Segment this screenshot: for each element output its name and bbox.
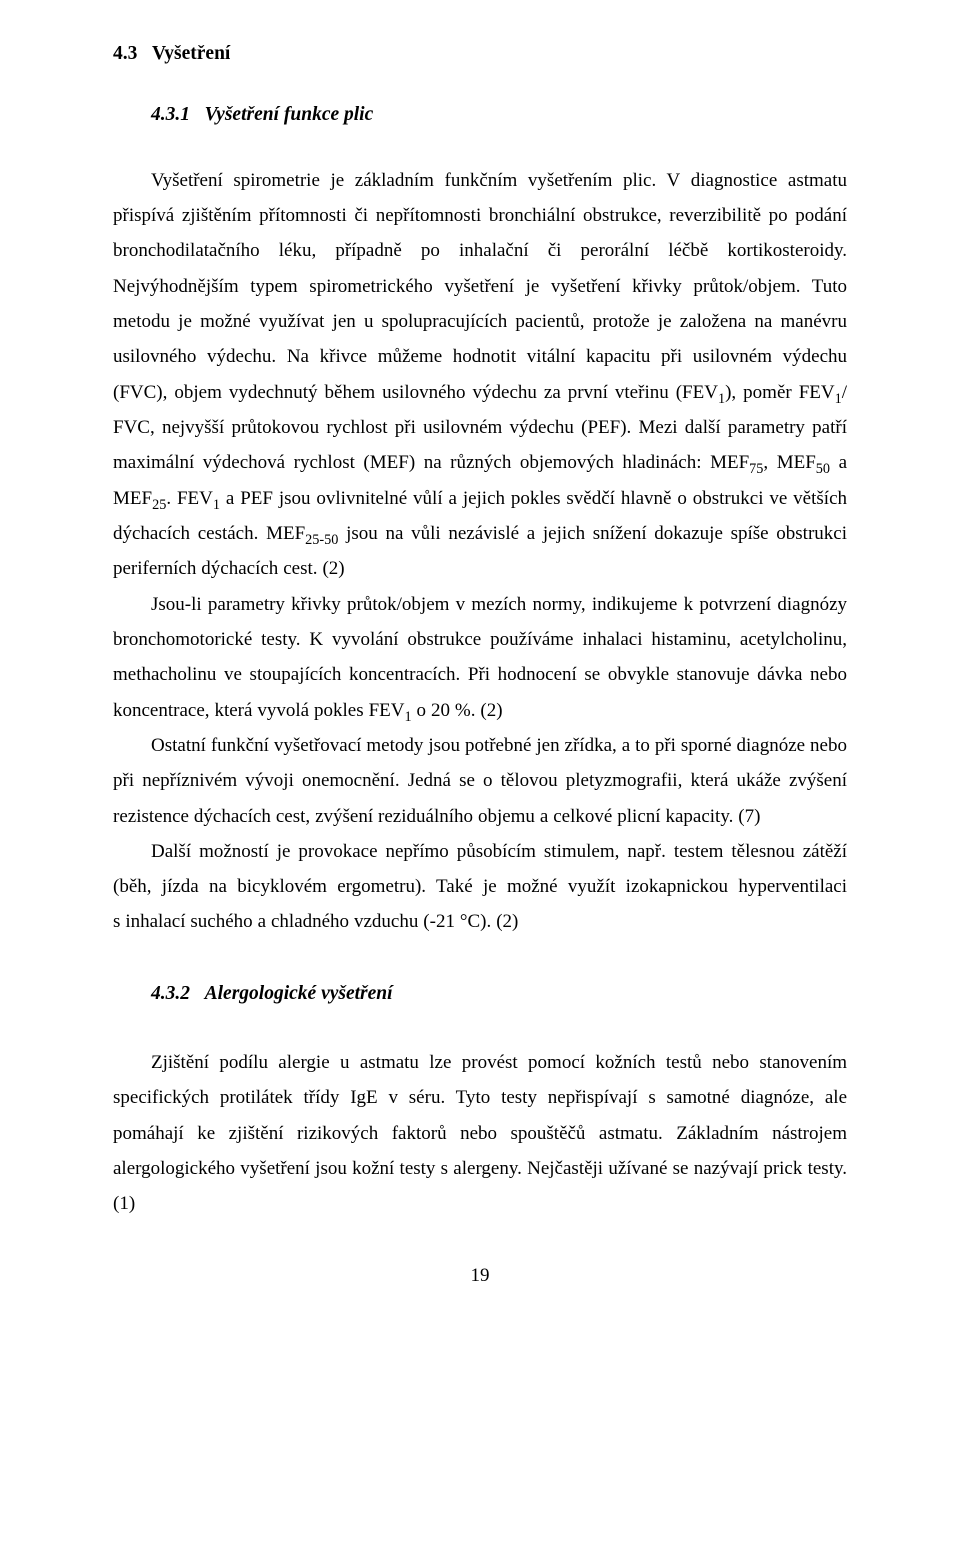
body-paragraph: Vyšetření spirometrie je základním funkč… bbox=[113, 163, 847, 587]
subsection-heading: 4.3.1 Vyšetření funkce plic bbox=[113, 101, 847, 128]
body-paragraph: Zjištění podílu alergie u astmatu lze pr… bbox=[113, 1045, 847, 1222]
subsection-number: 4.3.1 bbox=[151, 104, 190, 125]
subsection-number: 4.3.2 bbox=[151, 983, 190, 1004]
section-heading: 4.3 Vyšetření bbox=[113, 40, 847, 67]
body-paragraph: Jsou-li parametry křivky průtok/objem v … bbox=[113, 587, 847, 728]
subsection-title: Alergologické vyšetření bbox=[205, 983, 393, 1004]
subsection-heading: 4.3.2 Alergologické vyšetření bbox=[113, 980, 847, 1007]
page-number: 19 bbox=[113, 1266, 847, 1285]
body-paragraph: Další možností je provokace nepřímo půso… bbox=[113, 834, 847, 940]
section-title: Vyšetření bbox=[152, 43, 230, 64]
section-number: 4.3 bbox=[113, 43, 137, 64]
subsection-title: Vyšetření funkce plic bbox=[205, 104, 374, 125]
body-paragraph: Ostatní funkční vyšetřovací metody jsou … bbox=[113, 728, 847, 834]
document-page: 4.3 Vyšetření 4.3.1 Vyšetření funkce pli… bbox=[0, 0, 960, 1543]
